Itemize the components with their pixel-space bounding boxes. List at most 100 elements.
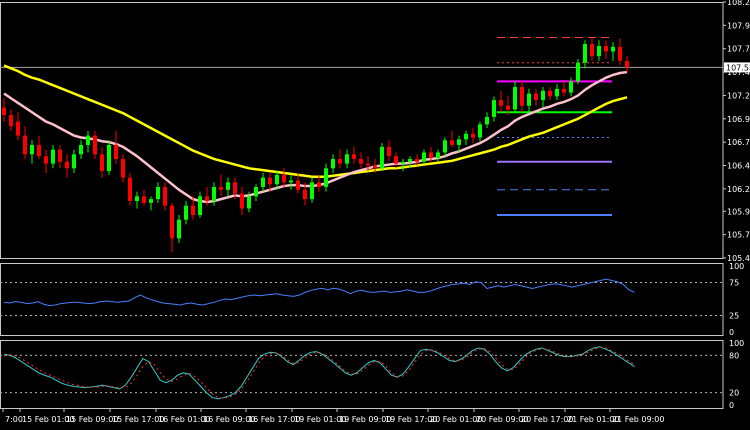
candle[interactable] bbox=[240, 186, 244, 216]
time-tick-label: 19 Feb 01:00 bbox=[294, 415, 346, 424]
candle[interactable] bbox=[44, 149, 48, 173]
candle[interactable] bbox=[275, 171, 279, 190]
candle-body bbox=[100, 154, 104, 172]
candle[interactable] bbox=[450, 130, 454, 147]
candle[interactable] bbox=[226, 177, 230, 197]
candle[interactable] bbox=[583, 40, 587, 69]
candle[interactable] bbox=[394, 152, 398, 169]
candle[interactable] bbox=[478, 121, 482, 142]
candle[interactable] bbox=[289, 174, 293, 190]
candle[interactable] bbox=[611, 42, 615, 61]
candle[interactable] bbox=[359, 152, 363, 169]
candle[interactable] bbox=[429, 146, 433, 162]
candle[interactable] bbox=[30, 140, 34, 164]
price-tick-label: 107.73 bbox=[727, 45, 750, 54]
candle[interactable] bbox=[415, 154, 419, 166]
candle[interactable] bbox=[114, 130, 118, 164]
candle[interactable] bbox=[380, 143, 384, 172]
candle[interactable] bbox=[135, 191, 139, 209]
candle[interactable] bbox=[422, 149, 426, 164]
candle[interactable] bbox=[436, 149, 440, 162]
candle[interactable] bbox=[282, 168, 286, 187]
moving-average-line bbox=[3, 70, 628, 204]
candle[interactable] bbox=[121, 154, 125, 183]
candle[interactable] bbox=[317, 174, 321, 192]
candle[interactable] bbox=[219, 174, 223, 197]
candle[interactable] bbox=[65, 154, 69, 178]
candle[interactable] bbox=[51, 144, 55, 169]
candle[interactable] bbox=[492, 96, 496, 122]
candle[interactable] bbox=[107, 140, 111, 175]
candle[interactable] bbox=[163, 182, 167, 211]
candle[interactable] bbox=[555, 84, 559, 101]
candle[interactable] bbox=[534, 88, 538, 106]
candle[interactable] bbox=[562, 81, 566, 97]
candle[interactable] bbox=[198, 191, 202, 218]
candle[interactable] bbox=[16, 112, 20, 141]
candle[interactable] bbox=[513, 81, 517, 113]
candle-body bbox=[149, 199, 153, 203]
candle[interactable] bbox=[548, 87, 552, 101]
candle[interactable] bbox=[506, 96, 510, 116]
candle[interactable] bbox=[23, 126, 27, 159]
candle[interactable] bbox=[9, 109, 13, 131]
candle-body bbox=[205, 196, 209, 202]
candle[interactable] bbox=[177, 215, 181, 244]
candle[interactable] bbox=[338, 149, 342, 169]
candle[interactable] bbox=[408, 156, 412, 168]
candle[interactable] bbox=[268, 172, 272, 192]
candle[interactable] bbox=[191, 196, 195, 220]
candle[interactable] bbox=[93, 130, 97, 159]
candle[interactable] bbox=[569, 77, 573, 97]
candle[interactable] bbox=[443, 137, 447, 157]
candle[interactable] bbox=[401, 158, 405, 172]
candle[interactable] bbox=[520, 81, 524, 113]
candle[interactable] bbox=[247, 191, 251, 213]
candle[interactable] bbox=[149, 196, 153, 211]
candle[interactable] bbox=[142, 189, 146, 206]
candle[interactable] bbox=[310, 177, 314, 203]
candle[interactable] bbox=[128, 172, 132, 206]
candle-body bbox=[618, 46, 622, 61]
candle[interactable] bbox=[37, 135, 41, 159]
candle[interactable] bbox=[100, 146, 104, 178]
candle[interactable] bbox=[499, 90, 503, 113]
candle[interactable] bbox=[345, 149, 349, 169]
candle[interactable] bbox=[303, 182, 307, 206]
candle[interactable] bbox=[261, 172, 265, 192]
candle[interactable] bbox=[352, 146, 356, 164]
candle[interactable] bbox=[86, 130, 90, 153]
candle[interactable] bbox=[541, 87, 545, 108]
candle[interactable] bbox=[296, 172, 300, 194]
candle[interactable] bbox=[205, 186, 209, 206]
candle[interactable] bbox=[170, 202, 174, 253]
candle[interactable] bbox=[79, 140, 83, 159]
candlesticks[interactable] bbox=[2, 37, 629, 253]
candle-body bbox=[373, 165, 377, 169]
candle[interactable] bbox=[387, 140, 391, 162]
candle[interactable] bbox=[464, 130, 468, 145]
candle[interactable] bbox=[366, 156, 370, 172]
candle[interactable] bbox=[184, 201, 188, 225]
candle[interactable] bbox=[471, 128, 475, 144]
candle[interactable] bbox=[212, 182, 216, 206]
candle[interactable] bbox=[324, 163, 328, 192]
candle[interactable] bbox=[331, 154, 335, 173]
candle[interactable] bbox=[233, 177, 237, 200]
candle[interactable] bbox=[72, 149, 76, 173]
candle[interactable] bbox=[254, 184, 258, 202]
candle[interactable] bbox=[2, 98, 6, 122]
candle[interactable] bbox=[618, 38, 622, 66]
candle[interactable] bbox=[485, 112, 489, 129]
candle[interactable] bbox=[156, 182, 160, 203]
candle[interactable] bbox=[597, 40, 601, 61]
candle[interactable] bbox=[457, 135, 461, 153]
candle[interactable] bbox=[604, 40, 608, 59]
candle[interactable] bbox=[625, 56, 629, 73]
candle[interactable] bbox=[58, 144, 62, 169]
candle[interactable] bbox=[527, 88, 531, 113]
candle[interactable] bbox=[576, 58, 580, 85]
candle[interactable] bbox=[590, 37, 594, 61]
candle[interactable] bbox=[373, 158, 377, 173]
